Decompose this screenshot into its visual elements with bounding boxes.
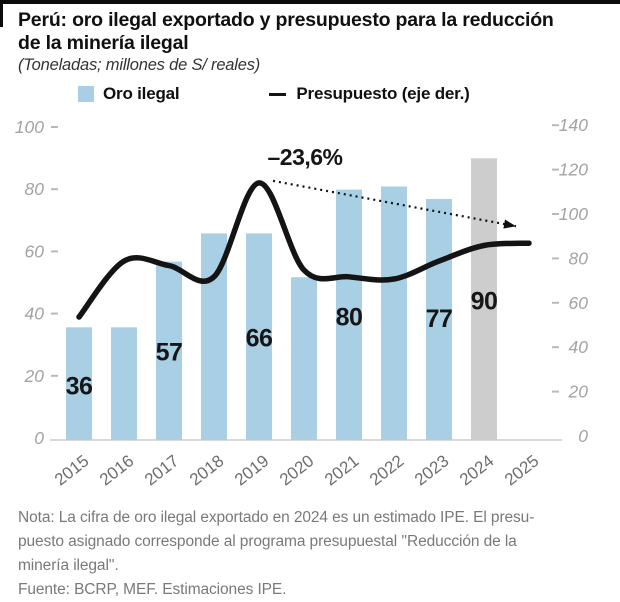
year-label-2020: 2020: [276, 451, 318, 489]
right-axis-tick-label: 120: [559, 160, 588, 180]
left-axis-tick-label: 100: [15, 117, 44, 137]
bar-value-label-2019: 66: [246, 324, 273, 352]
year-label-2018: 2018: [186, 451, 228, 489]
left-axis-tick-label: 20: [24, 366, 45, 386]
chart-title-line2: de la minería ilegal: [18, 32, 189, 54]
trend-arrow: [272, 179, 517, 228]
chart-title: Perú: oro ilegal exportado y presupuesto…: [18, 9, 598, 55]
source-text: Fuente: BCRP, MEF. Estimaciones IPE.: [18, 581, 287, 598]
legend-bar-label: Oro ilegal: [103, 84, 180, 103]
chart-subtitle: (Toneladas; millones de S/ reales): [18, 56, 261, 74]
bar-2022: [381, 186, 407, 440]
right-axis-tick-label: 100: [559, 204, 588, 224]
bar-2023: [426, 198, 452, 440]
top-border-rule: [0, 0, 620, 4]
year-label-2016: 2016: [96, 451, 138, 489]
year-label-2025: 2025: [501, 451, 543, 489]
left-axis-tick-label: 40: [25, 304, 45, 324]
year-label-2019: 2019: [231, 451, 273, 489]
note-line: puesto asignado corresponde al programa …: [18, 533, 517, 550]
note-line: minería ilegal''.: [18, 557, 119, 574]
right-axis-tick-label: 140: [559, 115, 588, 135]
year-label-2024: 2024: [456, 451, 498, 489]
year-label-2021: 2021: [321, 451, 363, 489]
year-label-2022: 2022: [366, 451, 408, 489]
legend-line-swatch: [269, 92, 287, 96]
bar-2015: [66, 327, 92, 440]
year-label-2023: 2023: [411, 451, 453, 489]
chart-legend: Oro ilegal Presupuesto (eje der.): [78, 84, 470, 104]
legend-bar-swatch: [78, 86, 94, 102]
bar-2020: [291, 277, 317, 440]
trend-arrowhead: [503, 219, 516, 229]
right-axis-tick-label: 80: [569, 248, 589, 268]
chart-title-line1: Perú: oro ilegal exportado y presupuesto…: [18, 9, 554, 31]
footnote-block: Nota: La cifra de oro ilegal exportado e…: [18, 506, 606, 602]
right-axis-tick-label: 0: [578, 426, 588, 446]
bar-2021: [336, 189, 362, 440]
right-axis-tick-label: 40: [569, 337, 589, 357]
bar-value-label-2021: 80: [336, 304, 363, 332]
bar-value-label-2015: 36: [66, 372, 93, 400]
annotation-label: –23,6%: [267, 144, 342, 170]
bar-2019: [246, 233, 272, 440]
bar-value-label-2024: 90: [471, 287, 498, 315]
bar-2017: [156, 261, 182, 440]
bar-value-label-2017: 57: [156, 339, 183, 367]
budget-line: [76, 180, 532, 320]
left-axis-tick-label: 60: [25, 241, 45, 261]
top-left-notch: [0, 0, 3, 27]
bar-value-label-2023: 77: [426, 305, 453, 333]
legend-line-label: Presupuesto (eje der.): [296, 84, 470, 103]
right-axis-tick-label: 60: [569, 293, 589, 313]
right-axis-tick-label: 20: [568, 382, 589, 402]
year-label-2017: 2017: [141, 451, 183, 489]
left-axis-tick-label: 80: [25, 179, 45, 199]
bar-2016: [111, 327, 137, 440]
note-line: Nota: La cifra de oro ilegal exportado e…: [18, 509, 535, 526]
left-axis-tick-label: 0: [34, 428, 44, 448]
year-label-2015: 2015: [51, 451, 93, 489]
bar-2024: [471, 158, 497, 441]
